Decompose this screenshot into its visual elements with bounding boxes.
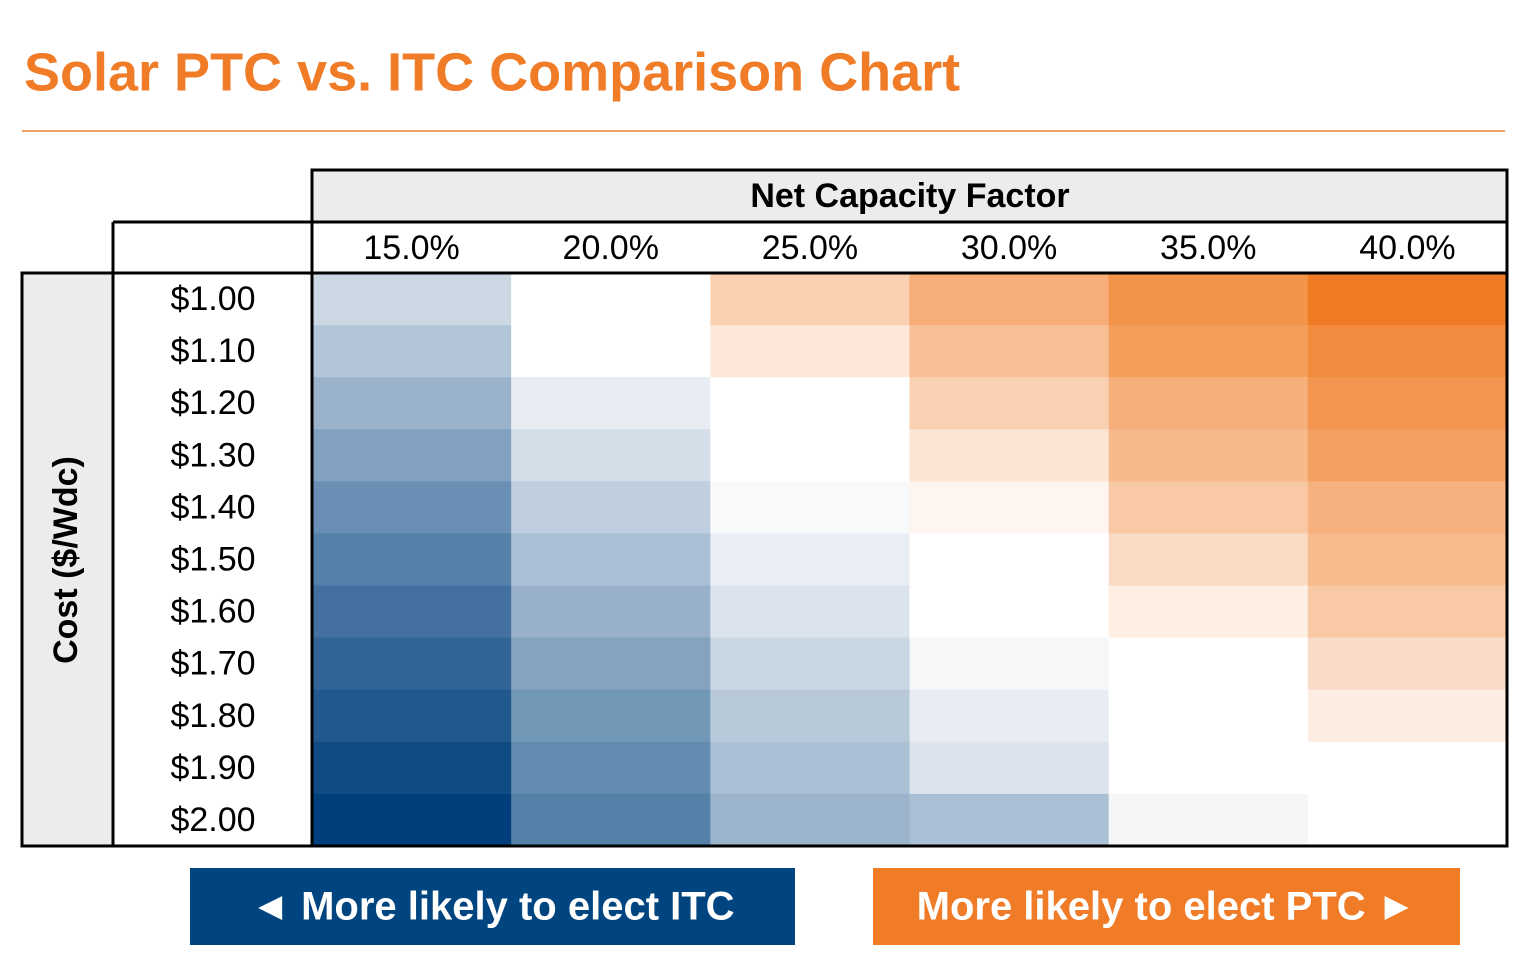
heat-cell (312, 533, 512, 587)
heat-cell (312, 325, 512, 378)
heat-cell (511, 637, 711, 691)
heat-cell (511, 325, 711, 378)
column-group-label: Net Capacity Factor (750, 177, 1069, 215)
heat-cell (1108, 481, 1309, 534)
row-group-label: Cost ($/Wdc) (47, 456, 85, 664)
heat-cell (312, 689, 512, 743)
row-label: $1.50 (170, 540, 255, 578)
column-label: 30.0% (961, 229, 1057, 267)
heat-cell (1307, 273, 1508, 326)
row-label: $1.00 (170, 280, 255, 318)
legend-box (190, 868, 795, 945)
heat-cell (312, 741, 512, 795)
heat-cell (312, 793, 512, 847)
heat-cell (909, 377, 1110, 430)
heat-cell (1108, 689, 1309, 743)
title: Solar PTC vs. ITC Comparison Chart (24, 42, 960, 102)
heat-cell (511, 741, 711, 795)
heat-cell (511, 273, 711, 326)
heat-cell (909, 273, 1110, 326)
heat-cell (1108, 325, 1309, 378)
heat-cell (1108, 585, 1309, 639)
heat-cell (710, 637, 910, 691)
heat-cell (312, 429, 512, 482)
row-label: $1.80 (170, 697, 255, 735)
heat-cell (1307, 793, 1508, 847)
heat-cell (1108, 377, 1309, 430)
heat-cell (710, 689, 910, 743)
heatmap (312, 273, 1508, 847)
heat-cell (710, 585, 910, 639)
heat-cell (312, 377, 512, 430)
heat-cell (710, 273, 910, 326)
heat-cell (1108, 637, 1309, 691)
legend-label: ◄ More likely to elect ITC (250, 885, 734, 929)
column-label: 20.0% (563, 229, 659, 267)
heat-cell (511, 793, 711, 847)
row-label: $2.00 (170, 801, 255, 839)
heat-cell (1307, 585, 1508, 639)
row-label: $1.90 (170, 749, 255, 787)
heat-cell (710, 481, 910, 534)
heat-cell (909, 637, 1110, 691)
heat-cell (710, 793, 910, 847)
heat-cell (312, 273, 512, 326)
heat-cell (312, 637, 512, 691)
column-group-bg (312, 170, 1507, 222)
heat-cell (909, 481, 1110, 534)
column-label: 15.0% (363, 229, 459, 267)
heat-cell (312, 481, 512, 534)
heat-cell (909, 533, 1110, 587)
heat-cell (511, 585, 711, 639)
heat-cell (511, 481, 711, 534)
row-label: $1.70 (170, 645, 255, 683)
heat-cell (710, 429, 910, 482)
legend-label: More likely to elect PTC ► (917, 885, 1417, 929)
row-label: $1.40 (170, 488, 255, 526)
heat-cell (511, 689, 711, 743)
heat-cell (1307, 429, 1508, 482)
legend-box (873, 868, 1460, 945)
heat-cell (1108, 741, 1309, 795)
column-label: 40.0% (1359, 229, 1455, 267)
heat-cell (710, 325, 910, 378)
heat-cell (511, 533, 711, 587)
heat-cell (1108, 429, 1309, 482)
heat-cell (909, 741, 1110, 795)
heat-cell (1307, 377, 1508, 430)
table-borders (20, 168, 1509, 848)
heat-cell (1108, 273, 1309, 326)
column-label: 35.0% (1160, 229, 1256, 267)
heat-cell (1307, 741, 1508, 795)
heat-cell (511, 429, 711, 482)
heat-cell (1108, 793, 1309, 847)
row-label: $1.20 (170, 384, 255, 422)
heat-cell (710, 533, 910, 587)
heat-cell (1307, 689, 1508, 743)
heat-cell (710, 377, 910, 430)
column-label: 25.0% (762, 229, 858, 267)
row-group-bg (22, 273, 113, 846)
heat-cell (909, 585, 1110, 639)
heat-cell (1307, 637, 1508, 691)
row-label: $1.30 (170, 436, 255, 474)
legend: ◄ More likely to elect ITC More likely to… (190, 868, 1460, 945)
heat-cell (1307, 325, 1508, 378)
heat-cell (909, 793, 1110, 847)
heat-cell (312, 585, 512, 639)
heat-cell (1307, 481, 1508, 534)
row-label: $1.10 (170, 332, 255, 370)
row-label: $1.60 (170, 593, 255, 631)
heat-cell (1108, 533, 1309, 587)
heat-cell (909, 325, 1110, 378)
heat-cell (1307, 533, 1508, 587)
heat-cell (511, 377, 711, 430)
heat-cell (909, 689, 1110, 743)
heat-cell (909, 429, 1110, 482)
heat-cell (710, 741, 910, 795)
